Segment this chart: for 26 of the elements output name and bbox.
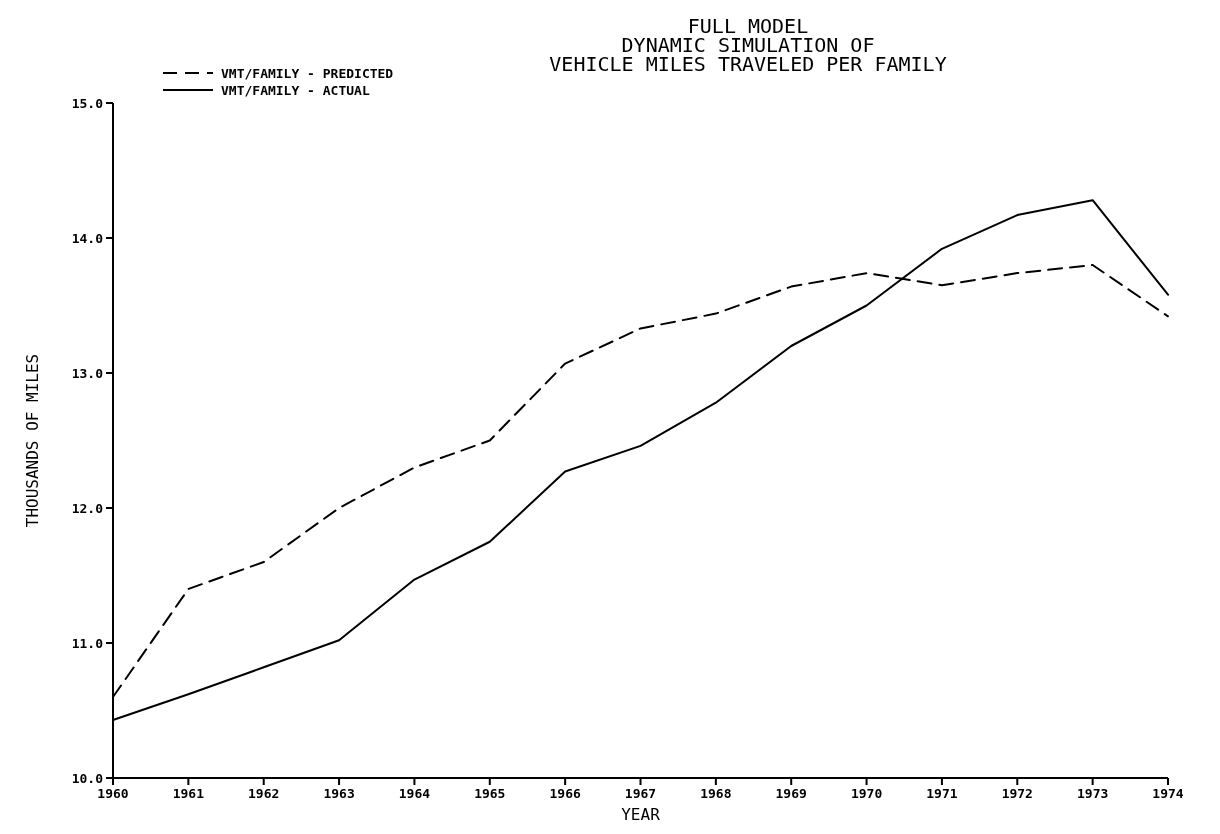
y-tick-label: 14.0: [71, 230, 104, 246]
x-axis-title: YEAR: [621, 805, 661, 824]
legend-label: VMT/FAMILY - PREDICTED: [221, 65, 394, 81]
x-tick-label: 1965: [474, 786, 506, 801]
x-tick-label: 1969: [775, 786, 807, 801]
x-tick-label: 1971: [926, 786, 958, 801]
x-tick-label: 1970: [850, 786, 883, 801]
legend-label: VMT/FAMILY - ACTUAL: [221, 82, 370, 98]
y-tick-label: 12.0: [71, 500, 104, 516]
x-tick-label: 1968: [700, 786, 732, 801]
x-tick-label: 1963: [323, 786, 355, 801]
y-tick-label: 15.0: [71, 95, 104, 111]
y-tick-label: 10.0: [71, 770, 104, 786]
y-tick-label: 11.0: [71, 635, 104, 651]
x-tick-label: 1972: [1001, 786, 1033, 801]
x-tick-label: 1973: [1076, 786, 1109, 801]
x-tick-label: 1967: [624, 786, 657, 801]
x-tick-label: 1966: [549, 786, 581, 801]
x-tick-label: 1961: [172, 786, 205, 801]
y-axis-title: THOUSANDS OF MILES: [23, 353, 42, 528]
y-tick-label: 13.0: [71, 365, 104, 381]
chart-title: FULL MODEL DYNAMIC SIMULATION OF VEHICLE MILES TRAVELED PER FAMILY: [549, 14, 947, 76]
x-tick-label: 1974: [1152, 786, 1184, 801]
x-tick-label: 1962: [248, 786, 280, 801]
x-tick-label: 1960: [97, 786, 129, 801]
x-tick-label: 1964: [398, 786, 431, 801]
